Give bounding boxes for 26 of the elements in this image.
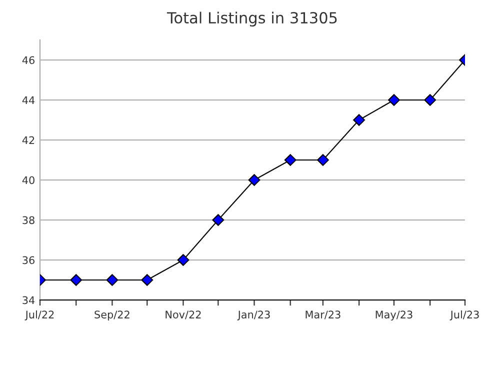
point bbox=[177, 254, 190, 266]
y-tick-label: 42 bbox=[22, 136, 34, 144]
point bbox=[106, 274, 118, 286]
point bbox=[212, 214, 224, 226]
y-tick-label: 38 bbox=[22, 216, 34, 224]
point bbox=[388, 94, 400, 106]
point bbox=[316, 154, 329, 166]
y-tick-label: 40 bbox=[22, 176, 34, 184]
x-tick-label: Sep/22 bbox=[94, 310, 130, 320]
point bbox=[248, 174, 260, 186]
x-tick-label: Nov/22 bbox=[166, 310, 201, 320]
chart-title: Total Listings in 31305 bbox=[166, 12, 337, 27]
x-tick-label: May/23 bbox=[376, 310, 412, 320]
y-tick-label: 34 bbox=[22, 296, 35, 304]
point bbox=[424, 94, 436, 106]
y-tick-label: 46 bbox=[22, 56, 34, 64]
x-tick-label: Mar/23 bbox=[306, 310, 340, 320]
y-tick-label: 36 bbox=[22, 256, 34, 264]
x-tick-label: Jan/23 bbox=[237, 310, 270, 320]
x-tick-label: Jul/22 bbox=[24, 310, 54, 320]
point bbox=[353, 114, 365, 126]
y-tick-label: 44 bbox=[22, 96, 35, 104]
x-tick-label: Jul/23 bbox=[450, 310, 479, 320]
point bbox=[141, 274, 154, 286]
point bbox=[70, 274, 82, 286]
point bbox=[284, 154, 296, 166]
